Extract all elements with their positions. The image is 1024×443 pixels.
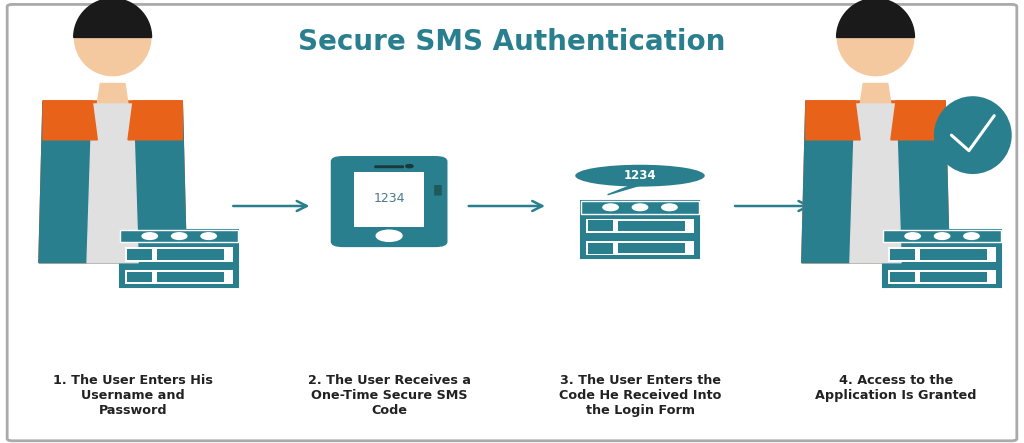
Polygon shape bbox=[837, 0, 914, 38]
Polygon shape bbox=[891, 101, 945, 140]
Polygon shape bbox=[43, 101, 97, 140]
Polygon shape bbox=[607, 183, 646, 195]
FancyBboxPatch shape bbox=[883, 230, 1001, 242]
FancyBboxPatch shape bbox=[588, 243, 613, 253]
Polygon shape bbox=[74, 0, 152, 38]
Text: 4. Access to the
Application Is Granted: 4. Access to the Application Is Granted bbox=[815, 374, 977, 402]
Text: 1234: 1234 bbox=[624, 169, 656, 182]
Polygon shape bbox=[39, 101, 113, 263]
Polygon shape bbox=[876, 101, 949, 263]
FancyBboxPatch shape bbox=[121, 230, 238, 242]
Ellipse shape bbox=[934, 96, 1012, 174]
FancyBboxPatch shape bbox=[890, 249, 915, 260]
Circle shape bbox=[935, 233, 949, 239]
FancyBboxPatch shape bbox=[582, 201, 698, 258]
FancyBboxPatch shape bbox=[7, 4, 1017, 441]
FancyBboxPatch shape bbox=[127, 272, 153, 282]
FancyBboxPatch shape bbox=[888, 270, 996, 284]
Polygon shape bbox=[802, 101, 949, 263]
Circle shape bbox=[905, 233, 921, 239]
FancyBboxPatch shape bbox=[582, 201, 698, 214]
Circle shape bbox=[201, 233, 216, 239]
Ellipse shape bbox=[575, 165, 705, 187]
Text: 1234: 1234 bbox=[374, 192, 404, 205]
Polygon shape bbox=[802, 101, 876, 263]
FancyBboxPatch shape bbox=[157, 272, 224, 282]
FancyBboxPatch shape bbox=[586, 241, 694, 255]
Polygon shape bbox=[860, 84, 891, 104]
FancyBboxPatch shape bbox=[127, 249, 153, 260]
Ellipse shape bbox=[74, 0, 152, 76]
Text: 3. The User Enters the
Code He Received Into
the Login Form: 3. The User Enters the Code He Received … bbox=[559, 374, 721, 417]
Circle shape bbox=[662, 204, 677, 210]
FancyBboxPatch shape bbox=[586, 218, 694, 233]
Ellipse shape bbox=[837, 0, 914, 76]
FancyBboxPatch shape bbox=[434, 185, 441, 195]
FancyBboxPatch shape bbox=[883, 230, 1001, 287]
Polygon shape bbox=[128, 101, 182, 140]
FancyBboxPatch shape bbox=[588, 220, 613, 231]
Circle shape bbox=[376, 230, 402, 241]
FancyBboxPatch shape bbox=[354, 172, 424, 227]
Circle shape bbox=[633, 204, 647, 210]
Polygon shape bbox=[806, 101, 860, 140]
FancyBboxPatch shape bbox=[888, 247, 996, 262]
FancyBboxPatch shape bbox=[617, 243, 685, 253]
Circle shape bbox=[172, 233, 186, 239]
Polygon shape bbox=[97, 84, 128, 104]
Circle shape bbox=[142, 233, 158, 239]
Polygon shape bbox=[850, 104, 901, 263]
Polygon shape bbox=[113, 101, 186, 263]
FancyBboxPatch shape bbox=[920, 249, 987, 260]
Text: 2. The User Receives a
One-Time Secure SMS
Code: 2. The User Receives a One-Time Secure S… bbox=[307, 374, 471, 417]
FancyBboxPatch shape bbox=[920, 272, 987, 282]
FancyBboxPatch shape bbox=[121, 230, 238, 287]
Polygon shape bbox=[87, 104, 138, 263]
FancyBboxPatch shape bbox=[617, 221, 685, 231]
FancyBboxPatch shape bbox=[331, 156, 447, 247]
Circle shape bbox=[603, 204, 618, 210]
Polygon shape bbox=[39, 101, 186, 263]
Text: Secure SMS Authentication: Secure SMS Authentication bbox=[298, 28, 726, 56]
FancyBboxPatch shape bbox=[890, 272, 915, 282]
FancyBboxPatch shape bbox=[125, 247, 233, 262]
FancyBboxPatch shape bbox=[157, 249, 224, 260]
Circle shape bbox=[406, 164, 413, 168]
Text: 1. The User Enters His
Username and
Password: 1. The User Enters His Username and Pass… bbox=[53, 374, 213, 417]
FancyBboxPatch shape bbox=[125, 270, 233, 284]
Circle shape bbox=[964, 233, 979, 239]
FancyBboxPatch shape bbox=[375, 165, 403, 168]
